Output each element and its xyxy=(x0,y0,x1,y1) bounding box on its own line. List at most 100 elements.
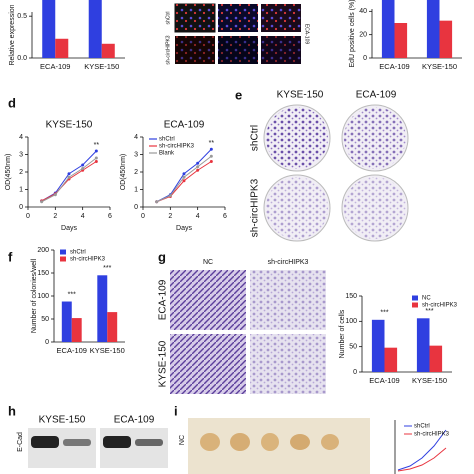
column-label: ECA-109 xyxy=(356,90,397,101)
x-tick-label: ECA-109 xyxy=(40,62,70,71)
bar xyxy=(394,23,408,58)
point xyxy=(67,175,71,179)
column-label: KYSE-150 xyxy=(277,90,324,101)
y-tick-label: 200 xyxy=(37,247,49,254)
y-tick-label: 2 xyxy=(19,169,23,176)
row-label: KYSE-150 xyxy=(158,340,169,387)
bar xyxy=(384,347,398,372)
legend-label: NC xyxy=(422,296,431,302)
y-axis-label: Number of colonies/well xyxy=(31,258,38,333)
bar xyxy=(416,318,430,372)
western-blot xyxy=(28,428,168,468)
point xyxy=(53,193,57,197)
row-label: shCtrl xyxy=(165,11,171,24)
x-axis-label: Days xyxy=(61,225,77,232)
bar xyxy=(107,312,118,342)
fluorescence-images xyxy=(174,3,301,64)
x-tick-label: 6 xyxy=(223,213,227,220)
legend-label: shCtrl xyxy=(414,424,430,430)
point xyxy=(196,165,200,169)
x-tick-label: 0 xyxy=(26,213,30,220)
bar xyxy=(101,43,115,58)
x-tick-label: 4 xyxy=(196,213,200,220)
bar xyxy=(381,0,395,58)
legend-label: sh-circHIPK3 xyxy=(422,303,458,309)
legend-label: sh-circHIPK3 xyxy=(159,144,195,150)
point xyxy=(168,194,172,198)
point xyxy=(182,179,186,183)
point xyxy=(94,160,98,163)
point xyxy=(209,154,213,158)
y-axis-label: Number of cells xyxy=(339,309,346,358)
y-tick-label: 0 xyxy=(134,204,138,211)
panel-letter: f xyxy=(8,249,13,264)
point xyxy=(182,172,186,176)
line xyxy=(156,148,212,203)
colony-plates xyxy=(263,104,409,242)
legend-swatch xyxy=(60,249,66,255)
point xyxy=(209,147,213,151)
significance: *** xyxy=(68,291,76,298)
y-tick-label: 1 xyxy=(19,186,23,193)
row-label: ECA-109 xyxy=(158,279,169,320)
transwell-images xyxy=(170,270,326,394)
y-tick-label: 4 xyxy=(134,134,138,141)
y-tick-label: 3 xyxy=(134,151,138,158)
tumor-image xyxy=(188,418,447,474)
point xyxy=(94,149,98,153)
y-tick-label: 40 xyxy=(359,8,367,15)
y-tick-label: 0 xyxy=(363,55,367,62)
line xyxy=(156,155,212,203)
legend-label: shCtrl xyxy=(70,250,86,256)
y-tick-label: 100 xyxy=(37,293,49,300)
y-tick-label: 0 xyxy=(19,204,23,211)
significance: *** xyxy=(103,265,111,272)
y-tick-label: 1 xyxy=(134,186,138,193)
legend-label: sh-circHIPK3 xyxy=(70,257,106,263)
row-label: NC xyxy=(179,435,186,445)
column-label: NC xyxy=(203,259,213,266)
y-tick-label: 20 xyxy=(359,32,367,39)
x-tick-label: KYSE-150 xyxy=(84,62,119,71)
y-tick-label: 0.5 xyxy=(17,13,27,20)
panel-letter: e xyxy=(235,87,242,102)
bar xyxy=(71,318,82,342)
x-tick-label: KYSE-150 xyxy=(412,376,447,385)
x-axis-label: Days xyxy=(176,225,192,232)
y-tick-label: 4 xyxy=(19,134,23,141)
y-tick-label: 2 xyxy=(134,169,138,176)
y-tick-label: 150 xyxy=(345,293,357,300)
panel-letter: d xyxy=(8,95,16,110)
y-axis-label: OD(450nm) xyxy=(120,154,127,191)
bar xyxy=(61,301,72,342)
point xyxy=(94,156,98,160)
panel-letter: g xyxy=(158,249,166,264)
y-tick-label: 0 xyxy=(45,339,49,346)
column-label: KYSE-150 xyxy=(39,415,86,426)
y-tick-label: 3 xyxy=(19,151,23,158)
x-tick-label: KYSE-150 xyxy=(90,346,125,355)
legend-swatch xyxy=(412,302,418,308)
panel-letter: h xyxy=(8,403,16,418)
bar xyxy=(55,38,69,58)
point xyxy=(182,175,186,179)
x-tick-label: 6 xyxy=(108,213,112,220)
point xyxy=(209,160,213,163)
x-tick-label: ECA-109 xyxy=(379,62,409,71)
bar xyxy=(371,319,385,372)
y-axis-label: OD(450nm) xyxy=(5,154,12,191)
significance: *** xyxy=(425,308,433,315)
y-tick-label: 150 xyxy=(37,270,49,277)
y-tick-label: 50 xyxy=(41,316,49,323)
chart-title: KYSE-150 xyxy=(46,120,93,131)
point xyxy=(196,161,200,165)
y-axis-label: EdU positive cells (%) xyxy=(349,0,356,68)
column-label: sh-circHIPK3 xyxy=(268,259,309,266)
panel-letter: i xyxy=(174,403,178,418)
y-tick-label: 0.0 xyxy=(17,55,27,62)
row-label: shCtrl xyxy=(250,125,261,151)
x-tick-label: 2 xyxy=(168,213,172,220)
legend-label: sh-circHIPK3 xyxy=(414,432,450,438)
point xyxy=(196,168,200,172)
